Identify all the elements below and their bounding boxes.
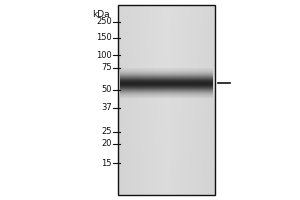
Text: kDa: kDa (92, 10, 110, 19)
Text: 50: 50 (101, 86, 112, 95)
Text: 20: 20 (101, 140, 112, 148)
Text: 75: 75 (101, 64, 112, 72)
Text: 15: 15 (101, 158, 112, 168)
Text: 150: 150 (96, 33, 112, 43)
Bar (118, 5, 215, 195)
Text: 250: 250 (96, 18, 112, 26)
Text: 37: 37 (101, 104, 112, 112)
Text: 100: 100 (96, 50, 112, 60)
Text: 25: 25 (101, 128, 112, 136)
